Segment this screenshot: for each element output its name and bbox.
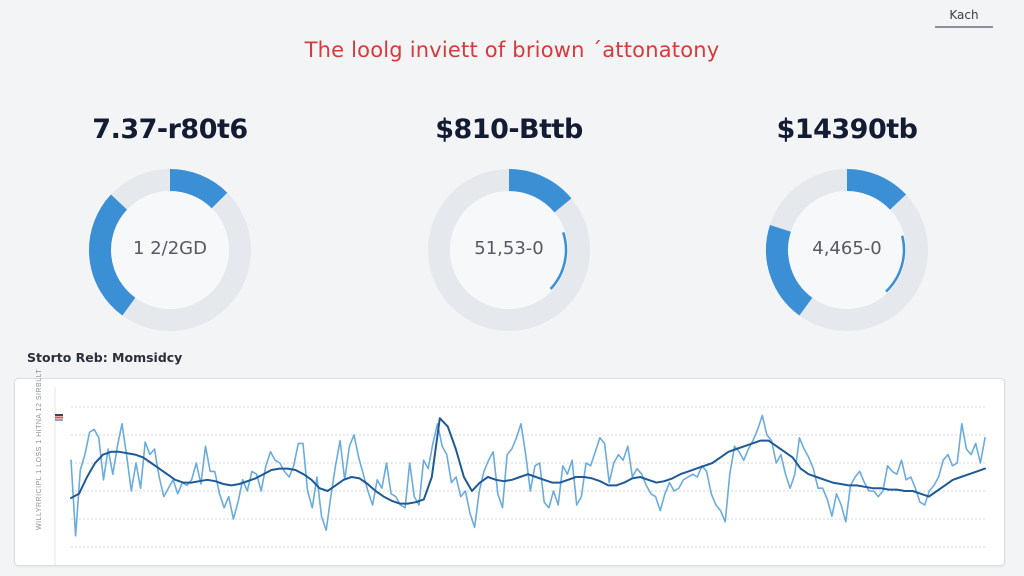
- donut-svg: [766, 169, 928, 331]
- kpi-value: $14390tb: [776, 114, 918, 145]
- donut-hole: [450, 191, 568, 309]
- donut-hole: [788, 191, 906, 309]
- kpi-value: 7.37-r80t6: [92, 114, 248, 145]
- donut-segment-1: [508, 169, 572, 213]
- donut-svg: [428, 169, 590, 331]
- donut-center-label: 4,465-0: [812, 238, 882, 259]
- donut-hole: [111, 191, 229, 309]
- page-title: The loolg inviett of briown ´attonatony: [304, 38, 720, 62]
- donut-segment-2: [885, 235, 906, 293]
- legend-swatch: [55, 408, 63, 421]
- y-axis-label: WILLYRRICIPL 1 LOSS 1 HITNA 12 SIRBLLT: [36, 368, 43, 530]
- kpi-card-2: $810-Bttb 51,53-0: [409, 110, 609, 335]
- donut-svg: [89, 169, 251, 331]
- series-line-raw: [70, 414, 986, 537]
- line-chart: [54, 387, 986, 565]
- donut-segment-2: [89, 194, 136, 316]
- donut-chart: 51,53-0: [424, 165, 594, 335]
- donut-segment-1: [846, 169, 907, 210]
- section-label: Storto Reb: Momsidcy: [27, 350, 183, 365]
- top-right-button[interactable]: Kach: [935, 4, 993, 28]
- kpi-card-3: $14390tb 4,465-0: [747, 110, 947, 335]
- kpi-value: $810-Bttb: [435, 114, 583, 145]
- donut-center-label: 1 2/2GD: [133, 238, 207, 259]
- donut-segment-1: [169, 169, 228, 209]
- donut-segment-3: [766, 224, 813, 316]
- donut-segment-2: [549, 232, 568, 290]
- line-chart-panel: [14, 378, 1005, 566]
- legend-swatch-dark: [55, 414, 63, 416]
- donut-chart: 4,465-0: [762, 165, 932, 335]
- donut-center-label: 51,53-0: [474, 238, 544, 259]
- donut-chart: 1 2/2GD: [85, 165, 255, 335]
- legend-swatch-gray: [55, 419, 63, 421]
- kpi-card-1: 7.37-r80t6 1 2/2GD: [70, 110, 270, 335]
- legend-swatch-red: [55, 416, 63, 419]
- series-line-smoothed: [70, 417, 986, 505]
